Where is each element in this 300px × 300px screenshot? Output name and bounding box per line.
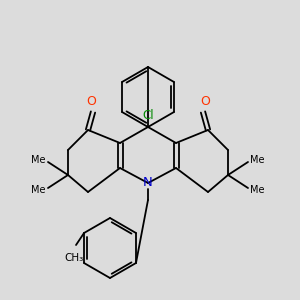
Text: CH₃: CH₃ xyxy=(64,253,84,263)
Text: O: O xyxy=(86,95,96,108)
Text: Me: Me xyxy=(250,185,265,195)
Text: Cl: Cl xyxy=(142,109,154,122)
Text: Me: Me xyxy=(32,185,46,195)
Text: Me: Me xyxy=(250,155,265,165)
Text: Me: Me xyxy=(32,155,46,165)
Text: N: N xyxy=(143,176,153,190)
Text: O: O xyxy=(200,95,210,108)
